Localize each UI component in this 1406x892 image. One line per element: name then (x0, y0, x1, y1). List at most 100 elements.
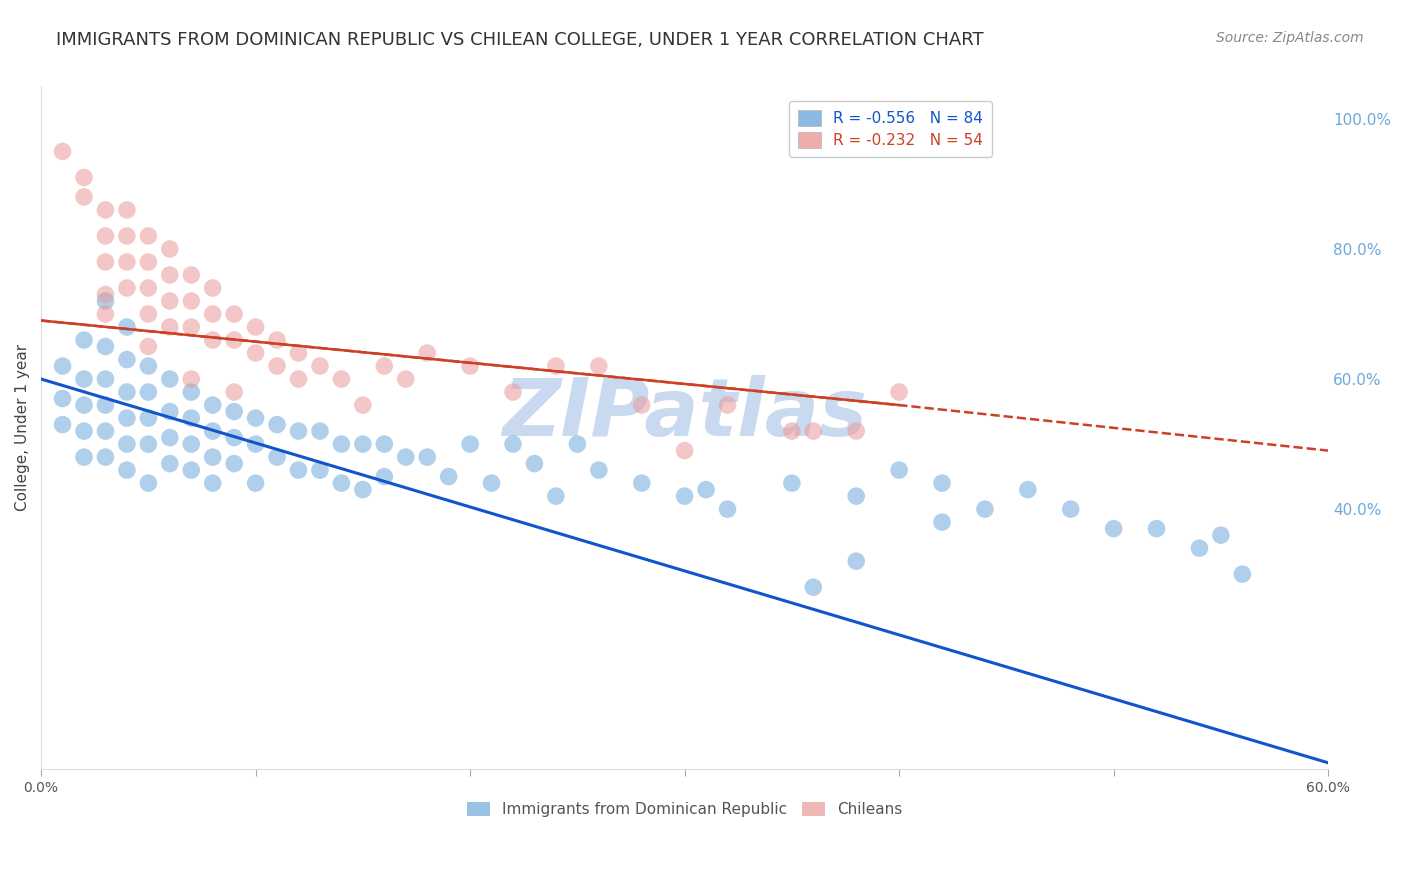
Point (94, 255, 117, 269)
Point (180, 411, 202, 425)
Point (180, 268, 202, 282)
Point (159, 404, 181, 418)
Point (780, 476, 803, 491)
Point (1060, 502, 1083, 516)
Point (159, 242, 181, 256)
Point (115, 352, 138, 367)
Point (630, 398, 652, 412)
Point (287, 424, 309, 438)
Point (180, 437, 202, 451)
Point (201, 398, 224, 412)
Point (1209, 528, 1232, 542)
Point (138, 359, 160, 373)
Point (630, 476, 652, 491)
Point (224, 385, 246, 400)
Point (115, 463, 138, 477)
Point (138, 476, 160, 491)
Point (138, 385, 160, 400)
Point (201, 333, 224, 347)
Text: IMMIGRANTS FROM DOMINICAN REPUBLIC VS CHILEAN COLLEGE, UNDER 1 YEAR CORRELATION : IMMIGRANTS FROM DOMINICAN REPUBLIC VS CH… (56, 31, 984, 49)
Point (115, 281, 138, 295)
Point (1232, 567, 1254, 582)
Point (544, 489, 567, 503)
Point (73, 190, 96, 204)
Point (716, 502, 738, 516)
Point (138, 411, 160, 425)
Point (51, 417, 73, 432)
Point (159, 457, 181, 471)
Point (330, 476, 353, 491)
Point (94, 372, 117, 386)
Point (115, 437, 138, 451)
Point (115, 385, 138, 400)
Point (224, 333, 246, 347)
Point (931, 476, 953, 491)
Point (201, 281, 224, 295)
Y-axis label: College, Under 1 year: College, Under 1 year (15, 344, 30, 511)
Point (523, 457, 546, 471)
Point (588, 359, 610, 373)
Point (138, 255, 160, 269)
Point (458, 437, 481, 451)
Point (115, 320, 138, 334)
Text: ZIPatlas: ZIPatlas (502, 376, 868, 453)
Point (138, 437, 160, 451)
Point (73, 450, 96, 464)
Point (51, 145, 73, 159)
Point (159, 293, 181, 308)
Point (266, 359, 288, 373)
Point (1017, 483, 1039, 497)
Legend: Immigrants from Dominican Republic, Chileans: Immigrants from Dominican Republic, Chil… (461, 796, 908, 823)
Point (94, 450, 117, 464)
Point (224, 404, 246, 418)
Point (159, 268, 181, 282)
Point (695, 483, 717, 497)
Point (1146, 522, 1168, 536)
Point (180, 320, 202, 334)
Point (180, 463, 202, 477)
Point (780, 424, 803, 438)
Point (73, 333, 96, 347)
Point (567, 437, 589, 451)
Point (94, 229, 117, 244)
Point (180, 385, 202, 400)
Point (502, 437, 524, 451)
Point (373, 437, 395, 451)
Point (309, 424, 332, 438)
Point (458, 359, 481, 373)
Point (115, 202, 138, 217)
Point (416, 450, 439, 464)
Point (51, 392, 73, 406)
Point (395, 372, 418, 386)
Point (94, 339, 117, 353)
Point (352, 398, 374, 412)
Point (287, 463, 309, 477)
Point (159, 372, 181, 386)
Point (51, 359, 73, 373)
Point (73, 372, 96, 386)
Point (266, 333, 288, 347)
Point (94, 398, 117, 412)
Point (887, 463, 910, 477)
Point (224, 431, 246, 445)
Point (481, 476, 503, 491)
Point (673, 489, 696, 503)
Point (94, 202, 117, 217)
Point (224, 307, 246, 321)
Point (245, 320, 267, 334)
Text: Source: ZipAtlas.com: Source: ZipAtlas.com (1216, 31, 1364, 45)
Point (845, 489, 868, 503)
Point (245, 346, 267, 360)
Point (330, 372, 353, 386)
Point (245, 411, 267, 425)
Point (94, 307, 117, 321)
Point (330, 437, 353, 451)
Point (138, 307, 160, 321)
Point (115, 411, 138, 425)
Point (287, 372, 309, 386)
Point (201, 476, 224, 491)
Point (801, 580, 824, 594)
Point (201, 307, 224, 321)
Point (245, 476, 267, 491)
Point (138, 281, 160, 295)
